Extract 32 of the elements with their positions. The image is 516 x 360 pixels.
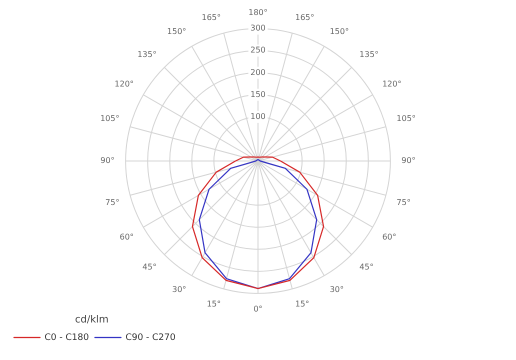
y-tick-label: 300 [250,24,266,33]
legend-label: C90 - C270 [125,332,176,343]
spoke-label: 90° [100,156,115,166]
spoke-label: 60° [120,232,134,242]
spoke-label: 150° [330,27,349,36]
y-tick-label: 150 [250,90,266,99]
spoke-label: 90° [401,156,416,166]
legend-title: cd/klm [75,314,109,326]
spoke-label: 165° [295,12,314,22]
legend-label: C0 - C180 [44,332,90,343]
spoke-label: 135° [359,50,379,59]
spoke-label: 105° [396,114,416,124]
spoke-label: 15° [295,299,310,308]
spoke-label: 120° [114,80,134,89]
spoke-label: 120° [382,80,402,89]
spoke-label: 180° [248,8,268,17]
spoke-label: 150° [167,27,186,36]
spoke-label: 105° [100,114,120,124]
spoke-label: 135° [137,50,157,59]
spoke-label: 45° [142,262,157,272]
spoke-label: 165° [202,12,221,22]
spoke-label: 75° [105,198,120,207]
spoke-label: 45° [359,262,374,272]
spoke-label: 30° [172,285,186,294]
spoke-label: 0° [253,304,263,314]
spoke-label: 60° [382,232,396,242]
spoke-label: 15° [206,299,221,308]
y-tick-label: 250 [250,46,266,55]
y-tick-label: 100 [250,112,266,121]
spoke-label: 30° [330,285,344,294]
spoke-label: 75° [396,198,411,207]
y-tick-label: 200 [250,68,266,77]
